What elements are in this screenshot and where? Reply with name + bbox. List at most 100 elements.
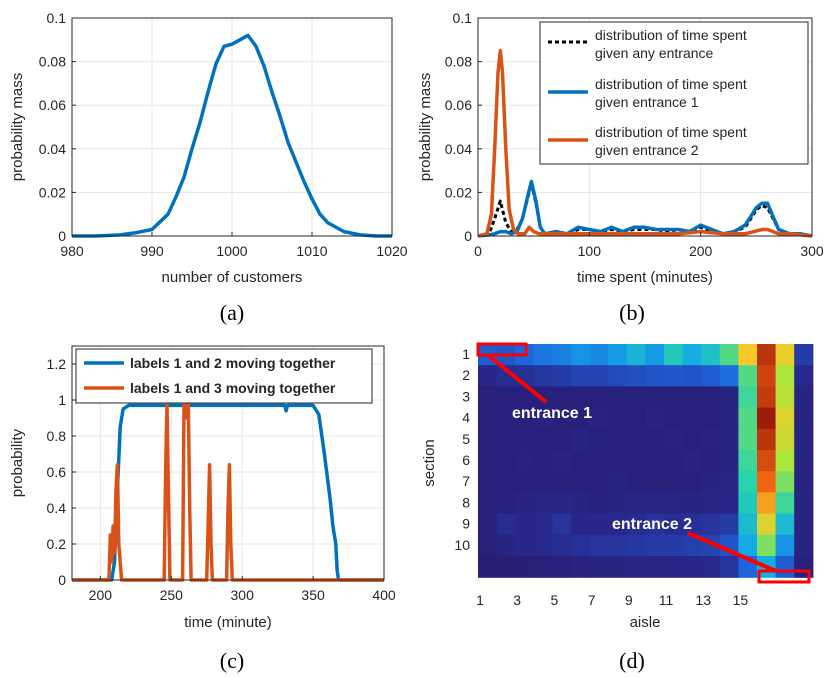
heatmap-cell — [775, 344, 795, 366]
heatmap-cell — [664, 365, 684, 387]
panel-a-xtick-1: 990 — [140, 243, 164, 259]
heatmap-cell — [682, 534, 702, 557]
entrance-1-arrow — [486, 353, 548, 404]
panel-d-xtick-3: 7 — [588, 592, 596, 608]
heatmap-cell — [552, 471, 572, 493]
heatmap-cell — [757, 471, 777, 493]
panel-a-series-0 — [72, 33, 392, 238]
heatmap-cell — [589, 534, 609, 557]
heatmap-cell — [496, 513, 516, 536]
heatmap-cell — [552, 492, 572, 515]
panel-b-series-2 — [477, 48, 813, 238]
legend-entrance-2-line1: distribution of time spent — [595, 124, 747, 140]
heatmap-cell — [515, 556, 535, 578]
heatmap-cell — [478, 534, 498, 557]
heatmap-cell — [515, 428, 535, 451]
heatmap-cell — [664, 556, 684, 578]
heatmap-cell — [664, 492, 684, 515]
panel-b: 0 100 200 300 0 0.02 0.04 0.06 0.08 0.1 time spen… — [417, 10, 824, 325]
panel-a-ticks: 980 990 1000 1010 1020 0 0.02 0.04 0.06 0.08 0.1 — [39, 10, 408, 259]
heatmap-cell — [719, 428, 739, 451]
panel-a-ylabel: probability mass — [9, 73, 26, 181]
heatmap-cell — [794, 492, 814, 515]
heatmap-cell — [738, 534, 758, 557]
heatmap-cell — [719, 513, 739, 536]
heatmap-cell — [533, 471, 553, 493]
panel-c-xtick-4: 400 — [372, 587, 396, 603]
heatmap-cell — [478, 556, 498, 578]
heatmap-cell — [478, 407, 498, 430]
legend-entrance-1-line1: distribution of time spent — [595, 76, 747, 92]
heatmap-cell — [589, 492, 609, 515]
panel-b-ticks: 0 100 200 300 0 0.02 0.04 0.06 0.08 0.1 — [445, 10, 824, 259]
panel-c-ytick-5: 1 — [58, 392, 66, 408]
heatmap-cell — [608, 534, 628, 557]
heatmap-cell — [701, 386, 721, 409]
heatmap-cell — [682, 386, 702, 409]
heatmap-cell — [775, 513, 795, 536]
heatmap-cell — [701, 513, 721, 536]
heatmap-cell — [626, 344, 646, 366]
heatmap-cell — [645, 513, 665, 536]
heatmap-cell — [645, 471, 665, 493]
heatmap-cell — [645, 365, 665, 387]
heatmap-cell — [533, 365, 553, 387]
panel-c-ytick-4: 0.8 — [47, 428, 67, 444]
panel-a-series — [72, 33, 392, 238]
panel-b-ytick-4: 0.08 — [445, 54, 472, 70]
heatmap-cell — [571, 534, 591, 557]
heatmap-cell — [552, 534, 572, 557]
heatmap-cell — [664, 386, 684, 409]
heatmap-cell — [552, 556, 572, 578]
panel-d-xtick-6: 13 — [695, 592, 711, 608]
panel-c-ytick-1: 0.2 — [47, 536, 67, 552]
heatmap-cell — [478, 450, 498, 472]
heatmap-cell — [478, 428, 498, 451]
heatmap-cell — [608, 428, 628, 451]
panel-b-ytick-1: 0.02 — [445, 184, 472, 200]
heatmap-cell — [682, 344, 702, 366]
heatmap-cell — [571, 492, 591, 515]
heatmap-cell — [496, 365, 516, 387]
heatmap-cell — [794, 471, 814, 493]
heatmap-cell — [552, 386, 572, 409]
heatmap-cell — [533, 492, 553, 515]
panel-d-ytick-5: 6 — [462, 452, 470, 468]
heatmap-cell — [645, 534, 665, 557]
panel-b-xtick-0: 0 — [474, 243, 482, 259]
heatmap-cell — [664, 428, 684, 451]
panel-c-ytick-3: 0.6 — [47, 464, 67, 480]
panel-b-xtick-2: 200 — [689, 243, 713, 259]
heatmap-cell — [738, 344, 758, 366]
heatmap-cell — [478, 513, 498, 536]
panel-a-ytick-5: 0.1 — [47, 10, 67, 26]
heatmap-cell — [589, 513, 609, 536]
heatmap-cell — [757, 513, 777, 536]
heatmap-cell — [664, 471, 684, 493]
heatmap-cell — [571, 407, 591, 430]
panel-b-caption: (b) — [619, 300, 645, 325]
panel-d-caption: (d) — [619, 648, 645, 673]
heatmap-cell — [682, 407, 702, 430]
heatmap-cell — [682, 471, 702, 493]
heatmap-cell — [645, 450, 665, 472]
heatmap-cell — [515, 471, 535, 493]
heatmap-cell — [757, 386, 777, 409]
heatmap-cell — [515, 513, 535, 536]
legend-labels-1-3: labels 1 and 3 moving together — [130, 380, 336, 396]
heatmap-cell — [775, 534, 795, 557]
heatmap-cell — [515, 450, 535, 472]
heatmap-cell — [589, 471, 609, 493]
heatmap-cell — [571, 556, 591, 578]
panel-c-ytick-2: 0.4 — [47, 500, 67, 516]
heatmap-cell — [738, 492, 758, 515]
panel-b-series — [477, 48, 813, 238]
heatmap-cell — [757, 534, 777, 557]
heatmap-cell — [738, 407, 758, 430]
heatmap-cell — [608, 407, 628, 430]
legend-entrance-1-line2: given entrance 1 — [595, 94, 699, 110]
panel-a-ytick-4: 0.08 — [39, 54, 66, 70]
heatmap-cell — [757, 492, 777, 515]
panel-d-xtick-1: 3 — [513, 592, 521, 608]
